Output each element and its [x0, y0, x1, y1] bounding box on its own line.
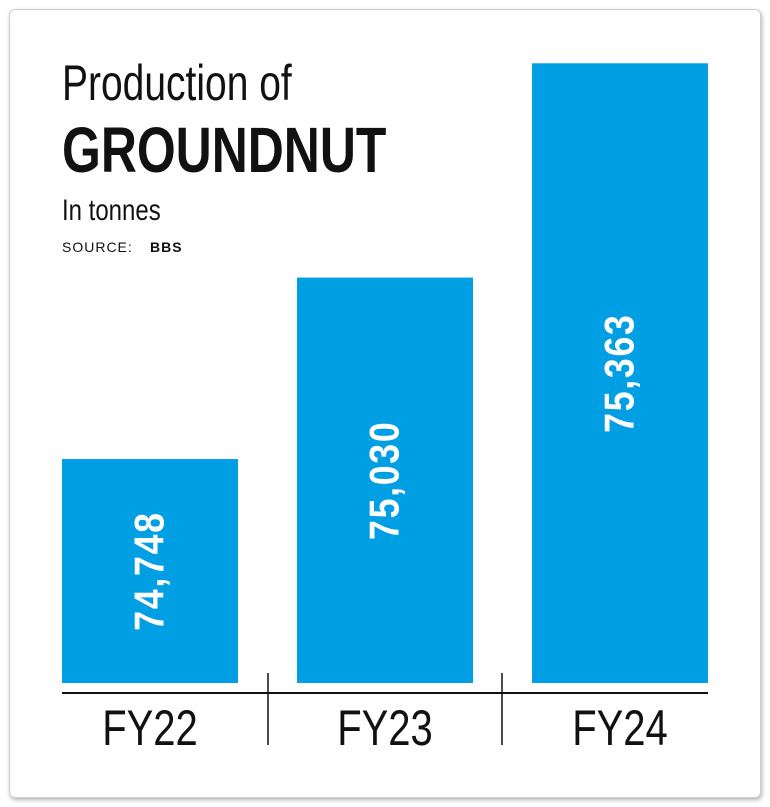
bar	[62, 459, 238, 683]
value-label: 75,030	[362, 421, 408, 540]
source-label: SOURCE:	[62, 239, 133, 255]
value-label: 74,748	[127, 511, 173, 630]
source: BBS	[150, 239, 183, 255]
x-tick-label: FY23	[337, 700, 433, 756]
bar	[297, 277, 473, 683]
chart-title: Production of	[62, 54, 292, 111]
bar	[532, 63, 708, 683]
value-label: 75,363	[597, 313, 643, 432]
chart-subtitle: In tonnes	[62, 192, 161, 226]
x-tick-label: FY24	[572, 700, 668, 756]
x-tick-label: FY22	[102, 700, 198, 756]
chart-title-emphasis: GROUNDNUT	[62, 115, 386, 186]
